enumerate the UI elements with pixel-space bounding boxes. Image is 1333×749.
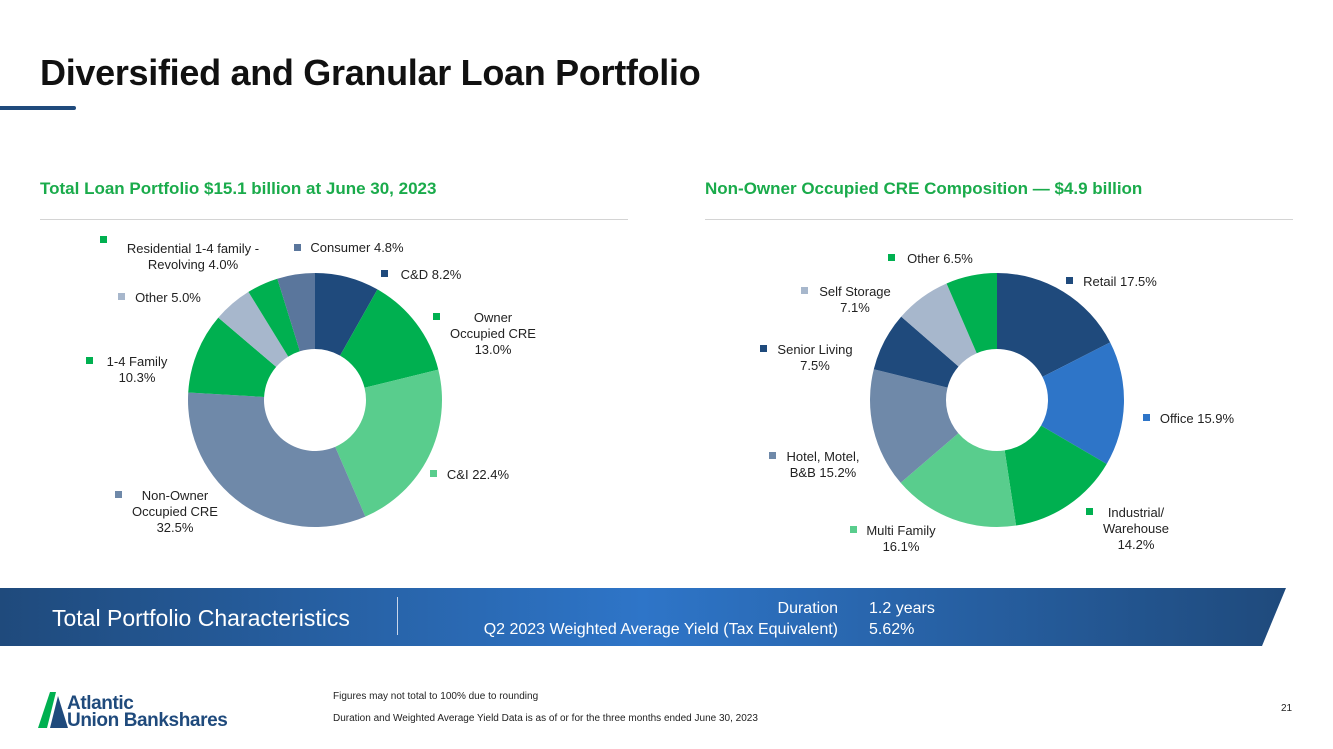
data-label-1-4-family: 1-4 Family 10.3% <box>106 354 168 385</box>
slice-industrial-warehouse <box>1004 425 1107 526</box>
data-label-hotel-motel-b-b: Hotel, Motel, B&B 15.2% <box>786 449 860 480</box>
footnote-rounding: Figures may not total to 100% due to rou… <box>333 691 539 702</box>
chart-title-cre-composition: Non-Owner Occupied CRE Composition — $4.… <box>705 179 1143 198</box>
logo-line2: Union Bankshares <box>67 710 228 731</box>
slice-non-owner-occupied-cre <box>188 392 366 527</box>
logo-mark-icon <box>38 692 68 728</box>
divider-left <box>40 219 628 220</box>
data-label-owner-occupied-cre: Owner Occupied CRE 13.0% <box>450 310 536 357</box>
page-number: 21 <box>1281 703 1293 714</box>
legend-swatch-multi-family <box>850 526 857 533</box>
total-loan-donut-chart <box>188 273 442 527</box>
band-divider <box>397 597 398 635</box>
slice-c-d <box>315 273 378 356</box>
legend-swatch-c-i <box>430 470 437 477</box>
legend-swatch-retail <box>1066 277 1073 284</box>
slice-c-i <box>335 369 442 517</box>
slice-1-4-family <box>188 317 277 397</box>
yield-label: Q2 2023 Weighted Average Yield (Tax Equi… <box>483 621 838 638</box>
slice-consumer <box>277 273 315 352</box>
legend-swatch-self-storage <box>801 287 808 294</box>
data-label-industrial-warehouse: Industrial/Warehouse 14.2% <box>1103 505 1169 552</box>
slice-office <box>1041 342 1124 464</box>
data-label-other: Other 6.5% <box>907 251 973 266</box>
chart-title-total-loans: Total Loan Portfolio $15.1 billion at Ju… <box>40 179 437 198</box>
page-title: Diversified and Granular Loan Portfolio <box>40 52 701 93</box>
data-label-c-i: C&I 22.4% <box>446 467 510 482</box>
data-label-retail: Retail 17.5% <box>1083 274 1157 289</box>
duration-value: 1.2 years <box>869 600 935 617</box>
data-label-self-storage: Self Storage 7.1% <box>819 284 891 315</box>
footnote-duration: Duration and Weighted Average Yield Data… <box>333 713 758 724</box>
band-title: Total Portfolio Characteristics <box>52 605 350 631</box>
legend-swatch-office <box>1143 414 1150 421</box>
data-label-senior-living: Senior Living 7.5% <box>777 342 853 373</box>
data-label-c-d: C&D 8.2% <box>400 267 462 282</box>
slice-other <box>218 291 289 367</box>
data-label-multi-family: Multi Family 16.1% <box>866 523 936 554</box>
legend-swatch-senior-living <box>760 345 767 352</box>
legend-swatch-hotel-motel-b-b <box>769 452 776 459</box>
logo-line1: Atlantic <box>67 693 134 714</box>
data-label-office: Office 15.9% <box>1159 411 1235 426</box>
slice-owner-occupied-cre <box>340 289 439 388</box>
divider-right <box>705 219 1293 220</box>
legend-swatch-owner-occupied-cre <box>433 313 440 320</box>
duration-label: Duration <box>777 600 838 617</box>
slice-self-storage <box>901 283 977 367</box>
data-label-consumer: Consumer 4.8% <box>310 240 404 255</box>
slice-multi-family <box>900 433 1017 527</box>
legend-swatch-other <box>888 254 895 261</box>
data-label-residential-1-4-family-revolving: Residential 1-4 family - Revolving 4.0% <box>126 241 260 272</box>
title-accent-bar <box>0 106 76 110</box>
cre-composition-donut-chart <box>870 273 1124 527</box>
company-logo: Atlantic Union Bankshares <box>38 691 268 731</box>
legend-swatch-residential-1-4-family-revolving <box>100 236 107 243</box>
data-label-non-owner-occupied-cre: Non-Owner Occupied CRE 32.5% <box>132 488 218 535</box>
portfolio-band <box>0 588 1286 646</box>
legend-swatch-industrial-warehouse <box>1086 508 1093 515</box>
slice-hotel-motel-b-b <box>870 369 959 483</box>
data-label-other: Other 5.0% <box>135 290 201 305</box>
legend-swatch-c-d <box>381 270 388 277</box>
slice-retail <box>997 273 1111 377</box>
slice-other <box>946 273 997 354</box>
legend-swatch-non-owner-occupied-cre <box>115 491 122 498</box>
legend-swatch-consumer <box>294 244 301 251</box>
legend-swatch-other <box>118 293 125 300</box>
yield-value: 5.62% <box>869 621 915 638</box>
legend-swatch-1-4-family <box>86 357 93 364</box>
slice-senior-living <box>873 316 959 388</box>
slice-residential-1-4-family-revolving <box>248 278 300 357</box>
